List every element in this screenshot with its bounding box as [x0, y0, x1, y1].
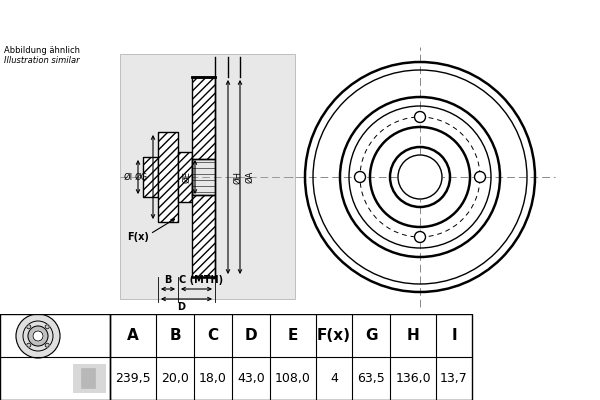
Text: H: H: [407, 328, 419, 343]
Text: Illustration similar: Illustration similar: [4, 56, 80, 65]
Circle shape: [27, 343, 31, 347]
Circle shape: [355, 172, 365, 182]
Text: C: C: [208, 328, 218, 343]
Circle shape: [415, 112, 425, 122]
Text: ØI: ØI: [124, 172, 133, 182]
Text: 13,7: 13,7: [440, 372, 468, 385]
Text: B: B: [164, 275, 172, 285]
Text: 63,5: 63,5: [357, 372, 385, 385]
Text: D: D: [178, 302, 185, 312]
Bar: [110, 314, 472, 400]
Circle shape: [398, 155, 442, 199]
Bar: [192, 159, 215, 195]
Circle shape: [45, 325, 49, 329]
Text: 18,0: 18,0: [199, 372, 227, 385]
Bar: [143, 157, 158, 197]
Text: E: E: [288, 328, 298, 343]
Text: ØG: ØG: [134, 172, 148, 182]
Text: A: A: [127, 328, 139, 343]
Circle shape: [27, 325, 31, 329]
Text: D: D: [245, 328, 257, 343]
Bar: [81, 368, 95, 388]
Text: B: B: [169, 328, 181, 343]
Bar: [120, 54, 295, 299]
Text: 4: 4: [330, 372, 338, 385]
Text: 108,0: 108,0: [275, 372, 311, 385]
Bar: [192, 195, 215, 277]
Text: Ate: Ate: [379, 120, 442, 154]
Text: ØE: ØE: [182, 171, 191, 183]
Bar: [192, 77, 215, 159]
Bar: [192, 77, 215, 159]
Text: Abbildung ähnlich: Abbildung ähnlich: [4, 46, 80, 55]
Circle shape: [349, 106, 491, 248]
Bar: [73, 364, 105, 392]
Text: 43,0: 43,0: [237, 372, 265, 385]
Circle shape: [16, 314, 60, 358]
Text: ØA: ØA: [245, 171, 254, 183]
Circle shape: [28, 326, 48, 346]
Text: I: I: [451, 328, 457, 343]
Text: C (MTH): C (MTH): [179, 275, 224, 285]
Bar: [158, 132, 178, 222]
Circle shape: [300, 57, 540, 297]
Text: 136,0: 136,0: [395, 372, 431, 385]
Circle shape: [45, 343, 49, 347]
Circle shape: [370, 127, 470, 227]
Text: 239,5: 239,5: [115, 372, 151, 385]
Bar: [143, 157, 158, 197]
Circle shape: [33, 331, 43, 341]
Text: G: G: [365, 328, 377, 343]
Circle shape: [305, 62, 535, 292]
Text: F(x): F(x): [317, 328, 351, 343]
Text: 20,0: 20,0: [161, 372, 189, 385]
Bar: [178, 152, 192, 202]
Bar: [158, 132, 178, 222]
Text: 24.0120-0147.1   420147: 24.0120-0147.1 420147: [174, 11, 426, 29]
Text: ØH: ØH: [233, 170, 242, 184]
Bar: [178, 152, 192, 202]
Bar: [192, 195, 215, 277]
Circle shape: [475, 172, 485, 182]
Circle shape: [415, 232, 425, 242]
Circle shape: [340, 97, 500, 257]
Text: F(x): F(x): [127, 232, 149, 242]
